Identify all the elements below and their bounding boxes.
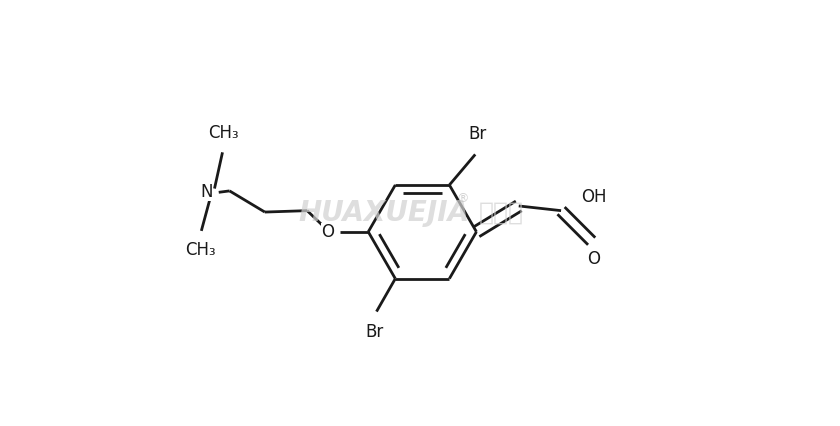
Text: O: O	[587, 250, 601, 268]
Text: CH₃: CH₃	[185, 241, 216, 259]
Text: OH: OH	[580, 188, 606, 207]
Text: ®: ®	[457, 192, 469, 204]
Text: CH₃: CH₃	[208, 124, 239, 142]
Text: Br: Br	[469, 125, 486, 143]
Text: O: O	[321, 223, 334, 241]
Text: 化学加: 化学加	[479, 201, 523, 225]
Text: HUAXUEJIA: HUAXUEJIA	[298, 199, 470, 227]
Text: N: N	[201, 183, 213, 201]
Text: Br: Br	[365, 323, 383, 341]
